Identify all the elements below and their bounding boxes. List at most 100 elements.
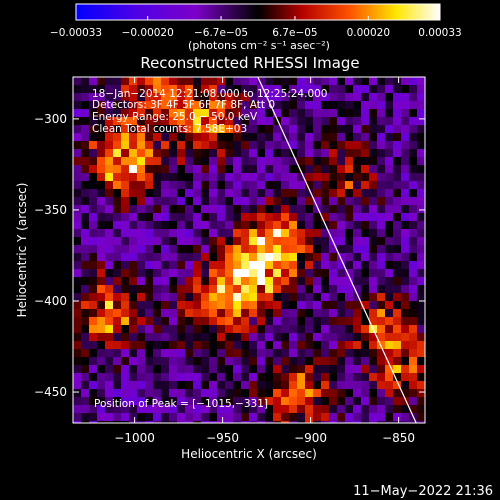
heatmap-cell: [73, 117, 82, 126]
heatmap-cell: [177, 165, 186, 174]
heatmap-cell: [257, 133, 266, 142]
heatmap-cell: [289, 197, 298, 206]
heatmap-cell: [137, 221, 146, 230]
heatmap-cell: [129, 285, 138, 294]
heatmap-cell: [401, 213, 410, 222]
heatmap-cell: [417, 389, 425, 398]
heatmap-cell: [313, 229, 322, 238]
heatmap-cell: [209, 269, 218, 278]
heatmap-cell: [377, 149, 386, 158]
heatmap-cell: [185, 125, 194, 134]
heatmap-cell: [305, 133, 314, 142]
heatmap-cell: [137, 125, 146, 134]
heatmap-cell: [281, 405, 290, 414]
heatmap-cell: [209, 293, 218, 302]
heatmap-cell: [321, 93, 330, 102]
heatmap-cell: [129, 309, 138, 318]
heatmap-cell: [361, 173, 370, 182]
heatmap-cell: [329, 77, 338, 86]
heatmap-cell: [241, 141, 250, 150]
heatmap-cell: [185, 341, 194, 350]
heatmap-cell: [225, 405, 234, 414]
heatmap-cell: [217, 269, 226, 278]
heatmap-cell: [377, 373, 386, 382]
heatmap-cell: [73, 333, 82, 342]
heatmap-cell: [273, 229, 282, 238]
heatmap-cell: [233, 77, 242, 86]
heatmap-cell: [233, 213, 242, 222]
x-tick-label: −950: [206, 431, 239, 445]
heatmap-cell: [321, 117, 330, 126]
heatmap-cell: [209, 317, 218, 326]
heatmap-cell: [249, 229, 258, 238]
heatmap-cell: [121, 77, 130, 86]
heatmap-cell: [305, 181, 314, 190]
heatmap-cell: [377, 405, 386, 414]
heatmap-cell: [401, 397, 410, 406]
heatmap-cell: [313, 333, 322, 342]
heatmap-cell: [153, 365, 162, 374]
heatmap-cell: [209, 141, 218, 150]
heatmap-cell: [321, 349, 330, 358]
heatmap-cell: [417, 365, 425, 374]
heatmap-cell: [369, 397, 378, 406]
heatmap-cell: [73, 405, 82, 414]
heatmap-cell: [401, 333, 410, 342]
heatmap-cell: [225, 261, 234, 270]
heatmap-cell: [129, 189, 138, 198]
heatmap-cell: [393, 181, 402, 190]
heatmap-cell: [145, 221, 154, 230]
heatmap-cell: [369, 277, 378, 286]
heatmap-cell: [305, 157, 314, 166]
heatmap-cell: [233, 317, 242, 326]
heatmap-cell: [89, 221, 98, 230]
heatmap-cell: [353, 221, 362, 230]
heatmap-cell: [81, 181, 90, 190]
heatmap-cell: [265, 341, 274, 350]
heatmap-cell: [129, 277, 138, 286]
heatmap-cell: [257, 157, 266, 166]
heatmap-cell: [313, 373, 322, 382]
heatmap-cell: [377, 413, 386, 422]
heatmap-cell: [369, 349, 378, 358]
heatmap-cell: [153, 349, 162, 358]
heatmap-cell: [305, 277, 314, 286]
heatmap-cell: [177, 221, 186, 230]
heatmap-cell: [345, 117, 354, 126]
heatmap-cell: [201, 253, 210, 262]
heatmap-cell: [225, 221, 234, 230]
heatmap-cell: [233, 117, 242, 126]
heatmap-cell: [89, 317, 98, 326]
heatmap-cell: [145, 261, 154, 270]
heatmap-cell: [401, 125, 410, 134]
heatmap-cell: [249, 237, 258, 246]
heatmap-cell: [201, 397, 210, 406]
heatmap-cell: [273, 261, 282, 270]
heatmap-cell: [137, 229, 146, 238]
heatmap-cell: [417, 93, 425, 102]
heatmap-cell: [313, 381, 322, 390]
heatmap-cell: [97, 157, 106, 166]
heatmap-cell: [97, 357, 106, 366]
heatmap-cell: [401, 77, 410, 86]
heatmap-cell: [217, 165, 226, 174]
heatmap-cell: [265, 397, 274, 406]
heatmap-cell: [241, 205, 250, 214]
heatmap-cell: [329, 109, 338, 118]
heatmap-cell: [185, 373, 194, 382]
heatmap-cell: [369, 269, 378, 278]
heatmap-cell: [225, 165, 234, 174]
heatmap-cell: [185, 149, 194, 158]
heatmap-cell: [305, 349, 314, 358]
heatmap-cell: [289, 261, 298, 270]
heatmap-cell: [209, 77, 218, 86]
heatmap-cell: [81, 149, 90, 158]
heatmap-cell: [329, 149, 338, 158]
heatmap-cell: [137, 85, 146, 94]
heatmap-cell: [225, 285, 234, 294]
heatmap-cell: [209, 101, 218, 110]
heatmap-cell: [281, 205, 290, 214]
heatmap-cell: [345, 157, 354, 166]
heatmap-cell: [169, 261, 178, 270]
heatmap-cell: [209, 277, 218, 286]
